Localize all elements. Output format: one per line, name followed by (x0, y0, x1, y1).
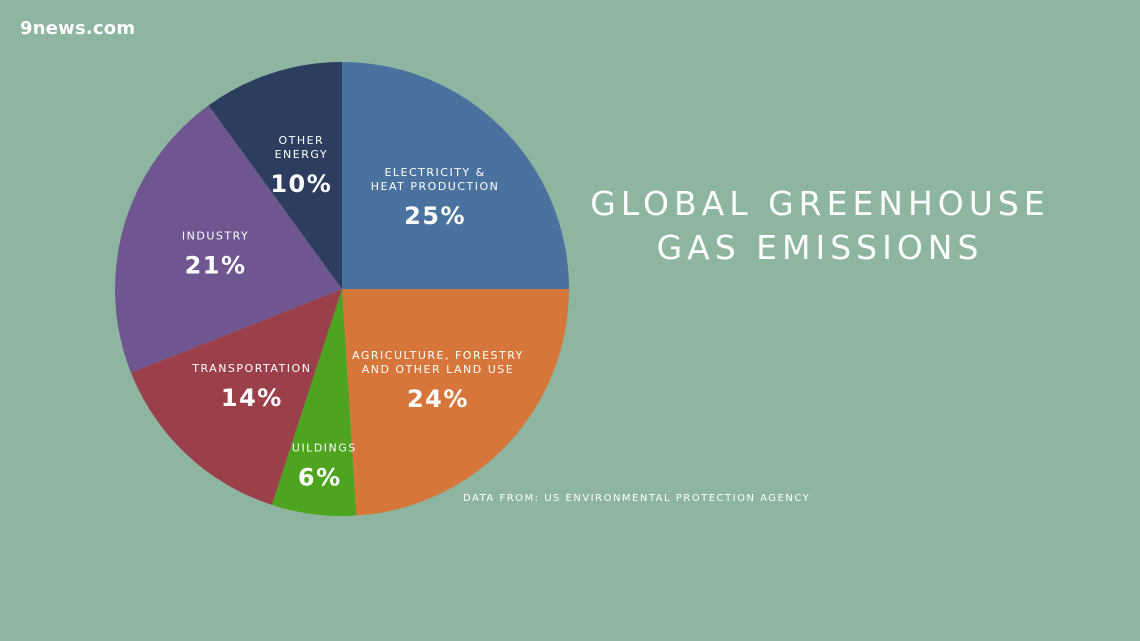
slice-value-buildings: 6% (298, 464, 342, 492)
chart-title: GLOBAL GREENHOUSE GAS EMISSIONS (580, 182, 1060, 270)
pie-slice-transportation (130, 289, 342, 505)
chart-title-line-2: GAS EMISSIONS (656, 228, 984, 267)
slice-label-other-energy-1: OTHER (278, 134, 324, 147)
pie-slice-agriculture (342, 289, 569, 516)
pie-slice-electricity (342, 62, 569, 289)
slice-value-electricity: 25% (404, 202, 466, 230)
slice-value-industry: 21% (185, 251, 247, 279)
slice-label-electricity-2: HEAT PRODUCTION (371, 180, 500, 193)
pie-slice-buildings (271, 289, 357, 516)
slice-value-other-energy: 10% (270, 170, 332, 198)
data-source-note: DATA FROM: US ENVIRONMENTAL PROTECTION A… (463, 493, 811, 504)
slice-label-buildings-1: BUILDINGS (283, 442, 357, 455)
pie-slice-other-energy (208, 62, 342, 289)
pie-slice-industry (114, 105, 342, 373)
slice-label-agriculture-2: AND OTHER LAND USE (362, 363, 515, 376)
slice-label-industry-1: INDUSTRY (182, 229, 249, 242)
news-logo: 9news.com (20, 18, 136, 39)
slice-label-other-energy-2: ENERGY (275, 148, 328, 161)
slice-value-transportation: 14% (221, 384, 283, 412)
slice-label-transportation-1: TRANSPORTATION (191, 362, 311, 375)
chart-title-line-1: GLOBAL GREENHOUSE (590, 184, 1050, 223)
slice-label-agriculture-1: AGRICULTURE, FORESTRY (352, 349, 524, 362)
slice-value-agriculture: 24% (407, 385, 469, 413)
slice-label-electricity-1: ELECTRICITY & (384, 166, 485, 179)
